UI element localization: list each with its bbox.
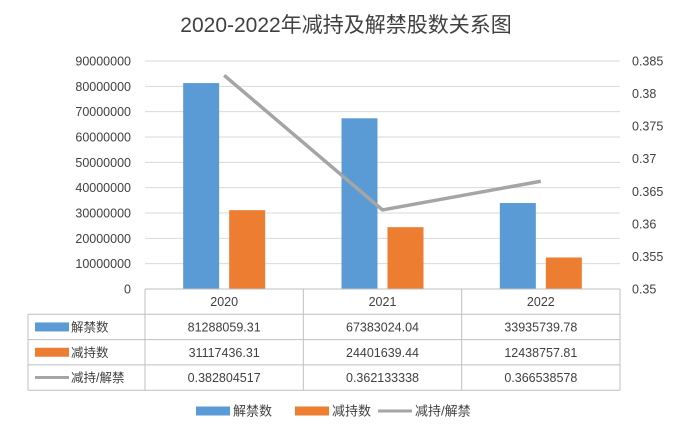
bar: [229, 210, 266, 289]
table-cell-value: 12438757.81: [504, 346, 577, 360]
table-legend-swatch: [35, 322, 69, 332]
table-cell-value: 33935739.78: [504, 320, 577, 334]
chart-title: 2020-2022年减持及解禁股数关系图: [180, 14, 511, 37]
legend-swatch: [196, 406, 230, 416]
table-series-name: 减持/解禁: [71, 370, 124, 385]
right-tick-label: 0.365: [632, 185, 663, 199]
category-label: 2022: [527, 295, 555, 309]
legend: 解禁数 减持数 减持/解禁: [196, 404, 471, 419]
legend-label: 减持/解禁: [415, 404, 471, 419]
table-cell-value: 24401639.44: [346, 346, 419, 360]
right-tick-label: 0.37: [632, 152, 656, 166]
data-table: 2020 2021 2022 解禁数 81288059.31 67383024.04 339…: [27, 288, 621, 391]
bar: [341, 118, 378, 289]
legend-label: 解禁数: [233, 404, 272, 419]
bar: [183, 83, 220, 289]
table-cell-value: 81288059.31: [188, 320, 261, 334]
left-tick-label: 90000000: [75, 55, 131, 69]
table-series-name: 解禁数: [71, 319, 109, 334]
left-axis-ticks: 0 10000000 20000000 30000000 40000000 5000000…: [75, 55, 131, 297]
legend-label: 减持数: [332, 404, 371, 419]
table-cell-value: 0.362133338: [346, 371, 419, 385]
bars: [183, 83, 582, 289]
left-tick-label: 40000000: [75, 181, 131, 195]
right-tick-label: 0.375: [632, 120, 663, 134]
legend-swatch: [295, 406, 329, 416]
ratio-line: [223, 73, 542, 212]
left-tick-label: 80000000: [75, 80, 131, 94]
bar: [499, 203, 536, 289]
table-cell-value: 31117436.31: [189, 346, 260, 360]
category-label: 2020: [210, 295, 238, 309]
left-tick-label: 0: [124, 283, 131, 297]
right-tick-label: 0.35: [632, 283, 656, 297]
ratio-line-path: [223, 73, 542, 212]
right-axis-ticks: 0.35 0.355 0.36 0.365 0.37 0.375 0.38 0.385: [632, 55, 663, 297]
bar: [545, 257, 582, 289]
left-tick-label: 10000000: [75, 257, 131, 271]
gridlines: [145, 60, 620, 265]
category-label: 2021: [369, 295, 397, 309]
table-legend-swatch: [35, 347, 69, 357]
left-tick-label: 30000000: [75, 207, 131, 221]
left-tick-label: 70000000: [75, 105, 131, 119]
table-cell-value: 0.382804517: [188, 371, 261, 385]
right-tick-label: 0.355: [632, 250, 663, 264]
table-cell-value: 67383024.04: [346, 320, 419, 334]
table-cell-value: 0.366538578: [504, 371, 577, 385]
left-tick-label: 20000000: [75, 232, 131, 246]
right-tick-label: 0.38: [632, 87, 656, 101]
right-tick-label: 0.36: [632, 217, 656, 231]
left-tick-label: 60000000: [75, 131, 131, 145]
table-series-name: 减持数: [71, 345, 109, 360]
right-tick-label: 0.385: [632, 55, 663, 69]
bar: [387, 227, 424, 289]
left-tick-label: 50000000: [75, 156, 131, 170]
